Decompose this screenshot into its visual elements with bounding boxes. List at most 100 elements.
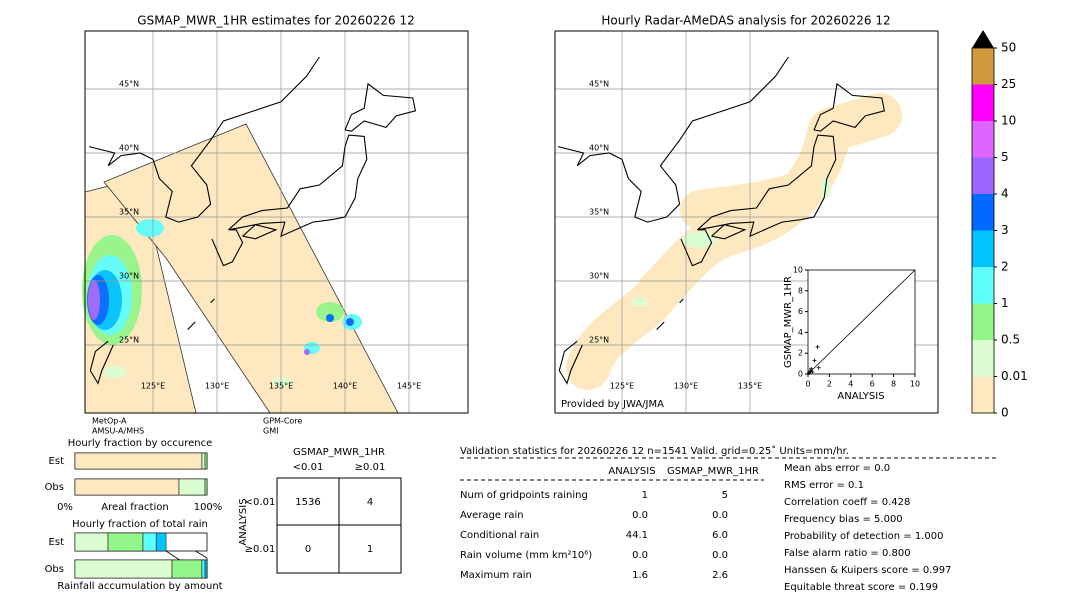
scatter-point (809, 366, 814, 371)
stat-value: 0.0 (632, 510, 648, 521)
row-label: <0.01 (245, 497, 276, 508)
bar-segment (142, 532, 157, 552)
cell: 1 (367, 544, 373, 555)
occurrence-title: Hourly fraction by occurence (68, 438, 212, 449)
stats-header: Validation statistics for 20260226 12 n=… (460, 445, 849, 457)
col-label: ≥0.01 (355, 462, 386, 473)
row-label: Est (49, 537, 65, 548)
lon-label: 140°E (333, 382, 357, 391)
lat-label: 25°N (119, 336, 139, 345)
bar-segment (178, 478, 206, 496)
lat-label: 40°N (589, 144, 609, 153)
score: Probability of detection = 1.000 (784, 531, 943, 542)
lon-label: 130°E (674, 382, 698, 391)
bar-segment (74, 478, 180, 496)
lon-label: 135°E (738, 382, 762, 391)
score: False alarm ratio = 0.800 (784, 548, 911, 559)
stat-value: 6.0 (712, 530, 728, 541)
lat-label: 45°N (589, 80, 609, 89)
y-tick-label: 2 (798, 349, 803, 358)
x-tick-label: 0 (805, 380, 810, 389)
scatter-point (812, 358, 817, 363)
stat-label: Rain volume (mm km²10⁶) (460, 550, 592, 561)
axis-label: 0% (57, 502, 73, 513)
colorbar-band (972, 230, 994, 267)
bar-segment (204, 478, 208, 496)
stat-value: 2.6 (712, 570, 728, 581)
contingency-title: GSMAP_MWR_1HR (293, 447, 385, 458)
score: Hanssen & Kuipers score = 0.997 (784, 565, 951, 576)
colorbar-label: 10 (1001, 114, 1016, 128)
colorbar-label: 0.5 (1001, 333, 1020, 347)
axis-label: Areal fraction (101, 502, 168, 513)
scatter-point (808, 368, 813, 373)
stat-label: Average rain (460, 510, 524, 521)
colorbar-band (972, 376, 994, 413)
colorbar-extend (972, 30, 994, 48)
colorbar-band (972, 340, 994, 377)
x-tick-label: 8 (891, 380, 896, 389)
colorbar-band (972, 267, 994, 304)
sensor-label: MetOp-A (92, 417, 127, 426)
colorbar-band (972, 48, 994, 85)
bar-segment (74, 532, 109, 552)
scatter-point (816, 365, 821, 370)
y-tick-label: 0 (798, 370, 803, 379)
col-header: ANALYSIS (608, 466, 655, 477)
lon-label: 125°E (610, 382, 634, 391)
col-header: GSMAP_MWR_1HR (667, 466, 759, 477)
y-tick-label: 10 (793, 266, 803, 275)
cell: 4 (367, 497, 373, 508)
lon-label: 125°E (141, 382, 165, 391)
lat-label: 45°N (119, 80, 139, 89)
lat-label: 30°N (119, 272, 139, 281)
total-rain-footer: Rainfall accumulation by amount (57, 581, 222, 592)
sensor-label: GMI (263, 427, 278, 436)
lon-label: 130°E (205, 382, 229, 391)
x-tick-label: 4 (848, 380, 853, 389)
colorbar-label: 50 (1001, 41, 1016, 55)
colorbar-label: 5 (1001, 150, 1009, 164)
lat-label: 30°N (589, 272, 609, 281)
right-map-title: Hourly Radar-AMeDAS analysis for 2026022… (601, 14, 890, 28)
y-tick-label: 6 (798, 307, 803, 316)
bar-segment (107, 532, 144, 552)
lat-label: 35°N (119, 208, 139, 217)
cell: 1536 (295, 497, 320, 508)
colorbar-label: 0.01 (1001, 369, 1028, 383)
scatter-point (815, 344, 820, 349)
scatter-ylabel: GSMAP_MWR_1HR (783, 276, 794, 368)
lat-label: 25°N (589, 336, 609, 345)
y-tick-label: 8 (798, 286, 803, 295)
lon-label: 135°E (269, 382, 293, 391)
colorbar-label: 0 (1001, 406, 1009, 420)
stat-value: 44.1 (626, 530, 648, 541)
colorbar-label: 3 (1001, 223, 1009, 237)
colorbar-label: 4 (1001, 187, 1009, 201)
colorbar-band (972, 84, 994, 121)
scatter-point (807, 370, 812, 375)
stat-label: Num of gridpoints raining (460, 490, 588, 501)
row-label: Obs (45, 482, 64, 493)
stat-value: 0.0 (632, 550, 648, 561)
colorbar-label: 1 (1001, 296, 1009, 310)
right-map: 45°N 40°N 35°N 30°N 25°N 125°E 130°E 135°E Prov… (554, 30, 939, 414)
bar-segment (204, 559, 208, 579)
bar-segment (74, 452, 203, 470)
score: Correlation coeff = 0.428 (784, 497, 910, 508)
left-map-title: GSMAP_MWR_1HR estimates for 20260226 12 (137, 14, 414, 28)
row-title: ANALYSIS (238, 498, 249, 545)
stat-label: Conditional rain (460, 530, 539, 541)
scatter-xlabel: ANALYSIS (837, 391, 884, 402)
stat-value: 5 (722, 490, 728, 501)
sensor-label: AMSU-A/MHS (92, 427, 144, 436)
score: Frequency bias = 5.000 (784, 514, 903, 525)
axis-label: 100% (194, 502, 223, 513)
credit: Provided by JWA/JMA (561, 399, 664, 410)
bar-segment (204, 452, 208, 470)
sensor-label: GPM-Core (263, 417, 302, 426)
x-tick-label: 2 (827, 380, 832, 389)
row-label: ≥0.01 (245, 544, 276, 555)
x-tick-label: 10 (910, 380, 920, 389)
col-label: <0.01 (293, 462, 324, 473)
